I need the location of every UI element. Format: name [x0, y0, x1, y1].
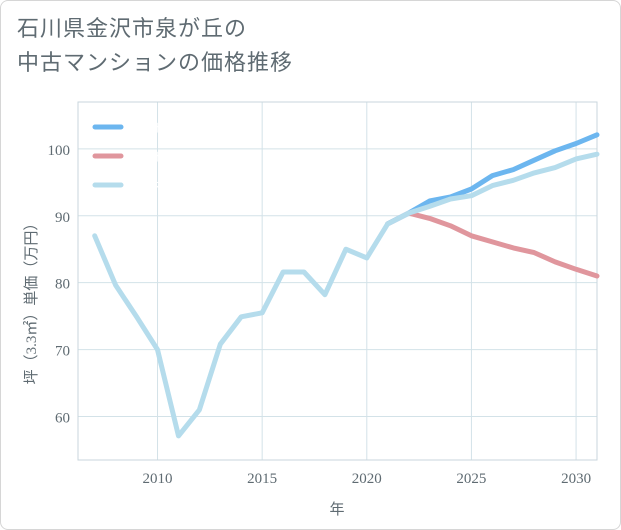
series-line-1 [385, 210, 600, 279]
y-tick-label-70: 70 [55, 344, 70, 360]
tick-labels: 2010 2015 2020 2025 2030 60 70 80 90 100 [48, 143, 592, 487]
chart-title-line-2: 中古マンションの価格推移 [17, 51, 294, 76]
y-tick-label-100: 100 [48, 143, 71, 159]
y-tick-label-80: 80 [55, 277, 70, 293]
plot-frame [77, 101, 598, 461]
series-line-2 [92, 151, 600, 439]
x-tick-label-2030: 2030 [561, 471, 591, 487]
chart-title: 石川県金沢市泉が丘の 中古マンションの価格推移 [17, 13, 293, 81]
y-axis-title: 坪（3.3㎡）単価（万円） [23, 216, 40, 385]
grid-lines [78, 102, 597, 460]
series-line-0 [385, 132, 600, 227]
x-tick-label-2010: 2010 [143, 471, 173, 487]
legend-label-2: ノーマルシナリオ [129, 179, 225, 193]
legend-label-1: バッドシナリオ [129, 150, 213, 164]
x-tick-label-2015: 2015 [247, 471, 277, 487]
series-layer [92, 132, 600, 439]
x-axis-title: 年 [329, 501, 344, 518]
y-tick-label-90: 90 [55, 210, 70, 226]
legend-label-0: グッドシナリオ [129, 121, 213, 135]
chart-title-line-1: 石川県金沢市泉が丘の [17, 17, 248, 42]
x-tick-label-2020: 2020 [352, 471, 382, 487]
x-tick-label-2025: 2025 [456, 471, 486, 487]
y-tick-label-60: 60 [55, 411, 70, 427]
